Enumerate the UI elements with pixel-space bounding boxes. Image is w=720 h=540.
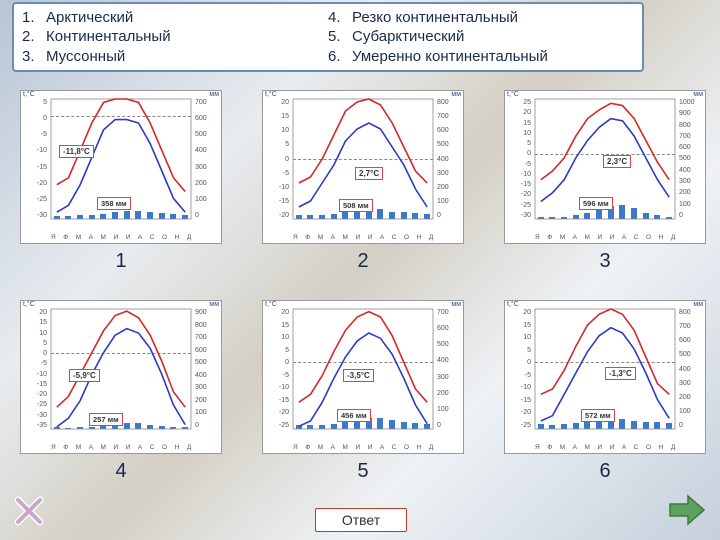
close-icon[interactable] (14, 496, 44, 526)
avg-temp-box: -1,3°C (605, 367, 636, 380)
climograph-1: t,°Cмм50-5-10-15-20-25-30700600500400300… (20, 90, 222, 244)
lines-svg (21, 301, 221, 453)
chart-number: 1 (115, 250, 126, 273)
precip-total-box: 456 мм (337, 409, 371, 422)
legend-label: Умеренно континентальный (352, 47, 548, 67)
climate-legend: 1. Арктический 2. Континентальный 3. Муссонны… (12, 2, 644, 72)
month-labels: ЯФМАМИИАСОНД (51, 444, 191, 451)
precip-total-box: 572 мм (581, 409, 615, 422)
climograph-2: t,°Cмм20151050-5-10-15-20800700600500400… (262, 90, 464, 244)
precip-total-box: 596 мм (579, 197, 613, 210)
lines-svg (21, 91, 221, 243)
month-labels: ЯФМАМИИАСОНД (535, 444, 675, 451)
answer-button[interactable]: Ответ (315, 508, 407, 532)
chart-number: 3 (599, 250, 610, 273)
avg-temp-box: -5,9°C (69, 369, 100, 382)
precip-total-box: 508 мм (339, 199, 373, 212)
chart-cell-4: t,°Cмм20151050-5-10-15-20-25-30-35900800… (20, 300, 222, 490)
chart-cell-2: t,°Cмм20151050-5-10-15-20800700600500400… (262, 90, 464, 280)
chart-cell-3: t,°Cмм2520151050-5-10-15-20-25-301000900… (504, 90, 706, 280)
month-labels: ЯФМАМИИАСОНД (293, 234, 433, 241)
legend-label: Резко континентальный (352, 8, 518, 28)
legend-num: 2. (22, 27, 40, 47)
avg-temp-box: 2,7°C (355, 167, 383, 180)
legend-label: Арктический (46, 8, 133, 28)
chart-number: 6 (599, 460, 610, 483)
chart-number: 5 (357, 460, 368, 483)
next-arrow-icon[interactable] (668, 494, 706, 526)
chart-cell-6: t,°Cмм20151050-5-10-15-20-25800700600500… (504, 300, 706, 490)
answer-button-label: Ответ (342, 512, 380, 528)
month-labels: ЯФМАМИИАСОНД (51, 234, 191, 241)
legend-right-col: 4. Резко континентальный 5. Субарктический 6… (328, 8, 634, 66)
legend-num: 3. (22, 47, 40, 67)
legend-label: Континентальный (46, 27, 171, 47)
precip-total-box: 358 мм (97, 197, 131, 210)
climograph-4: t,°Cмм20151050-5-10-15-20-25-30-35900800… (20, 300, 222, 454)
chart-number: 4 (115, 460, 126, 483)
month-labels: ЯФМАМИИАСОНД (535, 234, 675, 241)
legend-num: 1. (22, 8, 40, 28)
legend-num: 5. (328, 27, 346, 47)
avg-temp-box: -11,8°C (59, 145, 94, 158)
month-labels: ЯФМАМИИАСОНД (293, 444, 433, 451)
chart-number: 2 (357, 250, 368, 273)
precip-total-box: 257 мм (89, 413, 123, 426)
chart-cell-1: t,°Cмм50-5-10-15-20-25-30700600500400300… (20, 90, 222, 280)
legend-num: 4. (328, 8, 346, 28)
avg-temp-box: 2,3°C (603, 155, 631, 168)
legend-left-col: 1. Арктический 2. Континентальный 3. Муссонны… (22, 8, 328, 66)
climograph-3: t,°Cмм2520151050-5-10-15-20-25-301000900… (504, 90, 706, 244)
climograph-5: t,°Cмм20151050-5-10-15-20-25700600500400… (262, 300, 464, 454)
legend-label: Муссонный (46, 47, 125, 67)
avg-temp-box: -3,5°C (343, 369, 374, 382)
legend-label: Субарктический (352, 27, 464, 47)
charts-grid: t,°Cмм50-5-10-15-20-25-30700600500400300… (20, 90, 700, 490)
climograph-6: t,°Cмм20151050-5-10-15-20-25800700600500… (504, 300, 706, 454)
chart-cell-5: t,°Cмм20151050-5-10-15-20-25700600500400… (262, 300, 464, 490)
legend-num: 6. (328, 47, 346, 67)
